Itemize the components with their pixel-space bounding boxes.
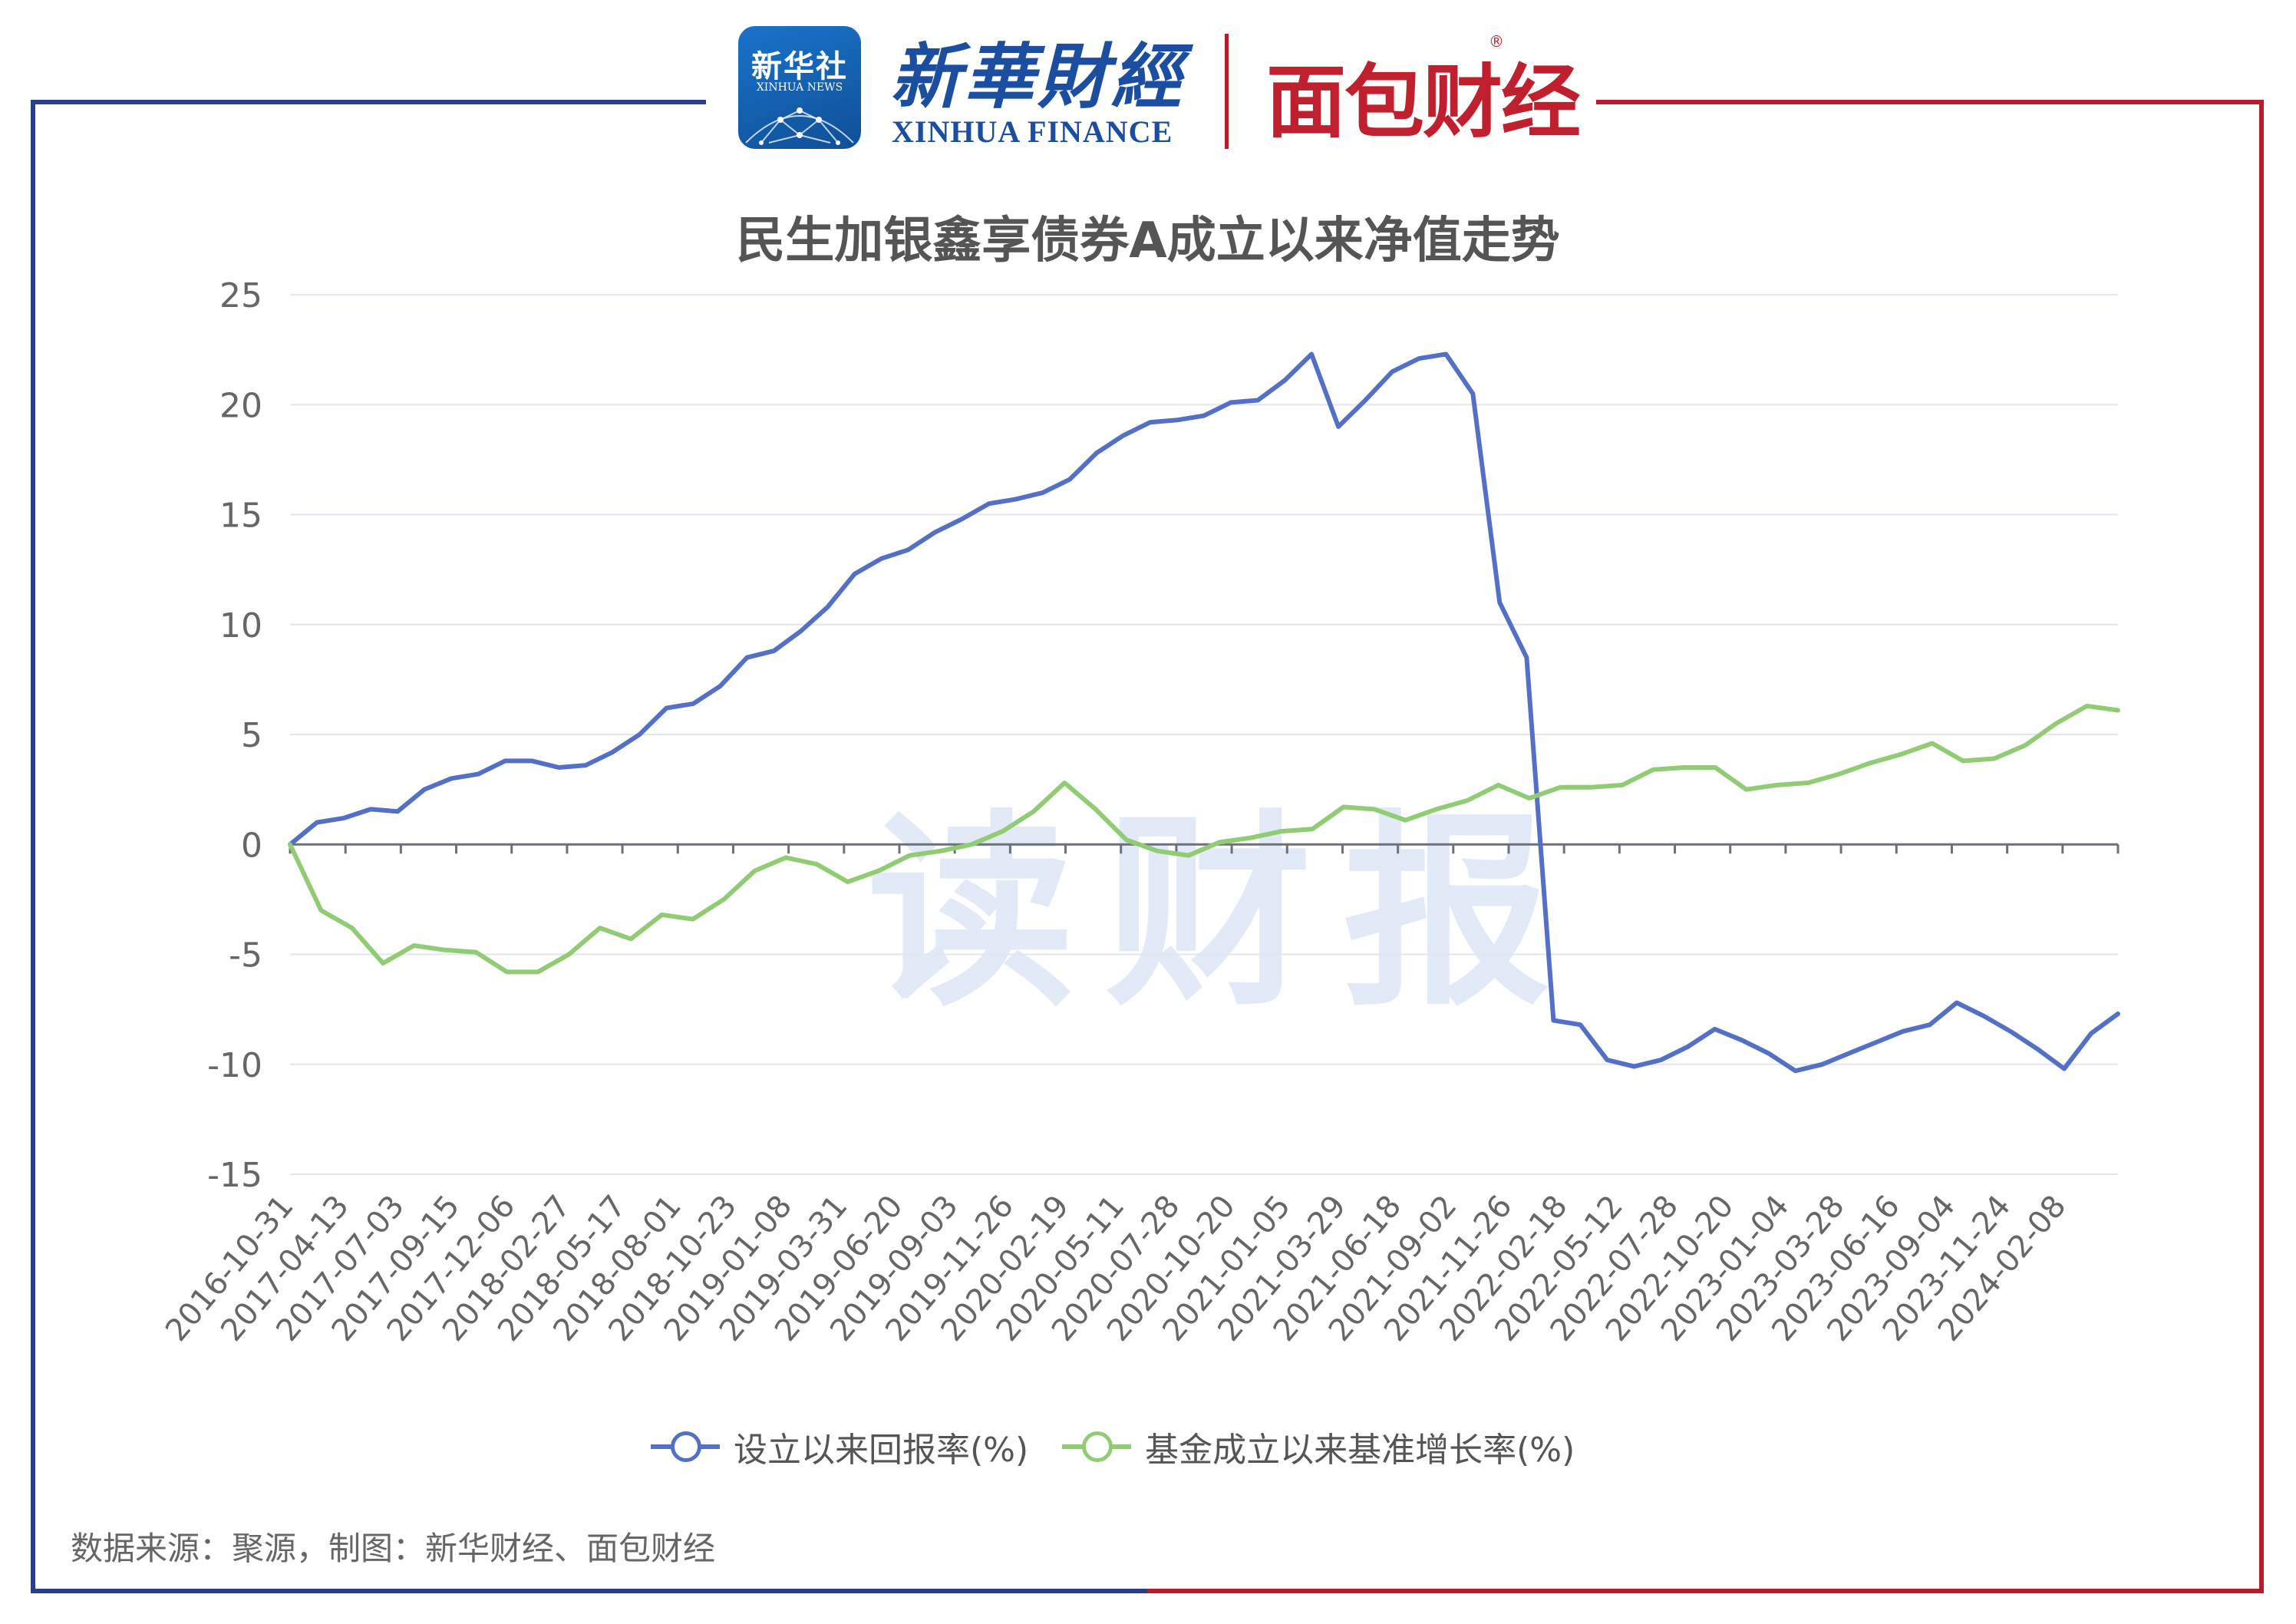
mianbao-finance-logo: 面包财经 [1266, 55, 1581, 149]
legend-symbol-benchmark [1062, 1431, 1132, 1462]
y-tick-label: 15 [219, 497, 262, 536]
xinhua-finance-brand-en: XINHUA FINANCE [892, 114, 1173, 149]
frame-left [31, 100, 35, 1593]
series-line-1 [288, 352, 2120, 1074]
frame-right [2259, 100, 2264, 1593]
y-tick-label: -15 [207, 1156, 262, 1195]
legend-item-benchmark[interactable]: 基金成立以来基准增长率(%) [1062, 1422, 1575, 1471]
chart-legend: 设立以来回报率(%) 基金成立以来基准增长率(%) [651, 1424, 1608, 1470]
xinhua-logo-en: XINHUA NEWS [756, 81, 843, 94]
chart-title: 民生加银鑫享债券A成立以来净值走势 [736, 213, 1560, 269]
xinhua-finance-brand-cn: 新華財經 [890, 35, 1186, 118]
y-tick-label: 20 [219, 386, 262, 425]
frame-bottom [31, 1589, 2264, 1593]
y-tick-label: -10 [207, 1046, 262, 1085]
legend-item-return[interactable]: 设立以来回报率(%) [651, 1422, 1028, 1471]
source-note: 数据来源：聚源，制图：新华财经、面包财经 [71, 1530, 716, 1567]
legend-label-return: 设立以来回报率(%) [734, 1431, 1029, 1470]
y-tick-label: 25 [219, 276, 262, 315]
y-tick-label: -5 [229, 936, 262, 975]
legend-symbol-return [651, 1431, 720, 1462]
network-globe-icon [745, 107, 854, 145]
y-tick-label: 5 [241, 716, 262, 755]
frame-top-right [1596, 100, 2264, 104]
y-tick-label: 0 [241, 826, 262, 865]
xinhua-news-logo: 新华社 XINHUA NEWS [738, 26, 861, 149]
logo-divider [1225, 34, 1229, 149]
y-tick-label: 10 [219, 606, 262, 645]
xinhua-logo-text: 新华社 [751, 49, 848, 84]
legend-label-benchmark: 基金成立以来基准增长率(%) [1145, 1431, 1575, 1470]
registered-mark: ® [1489, 32, 1504, 51]
frame-top-left [31, 100, 706, 104]
series-line-2 [288, 703, 2120, 975]
watermark: 读财报 [867, 792, 1581, 1034]
